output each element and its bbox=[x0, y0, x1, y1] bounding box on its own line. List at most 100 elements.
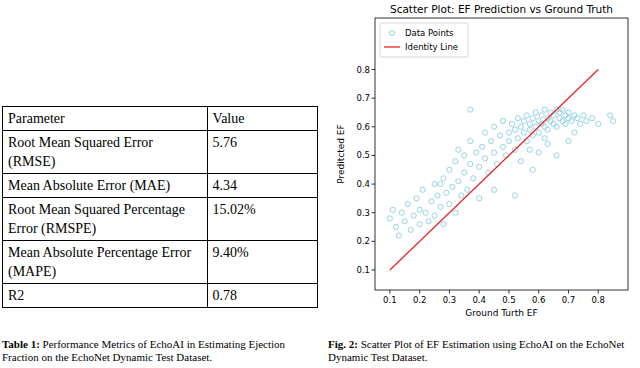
data-point bbox=[462, 170, 467, 175]
table-cell: 9.40% bbox=[207, 241, 317, 284]
data-point bbox=[512, 193, 517, 198]
data-point bbox=[438, 181, 443, 186]
y-tick bbox=[372, 184, 376, 185]
data-point bbox=[584, 118, 589, 123]
legend-box bbox=[380, 23, 468, 57]
data-point bbox=[408, 227, 413, 232]
data-point bbox=[432, 213, 437, 218]
table-caption: Table 1: Performance Metrics of EchoAI i… bbox=[2, 338, 318, 363]
data-point bbox=[527, 127, 532, 132]
x-tick bbox=[508, 290, 509, 294]
data-point bbox=[417, 207, 422, 212]
x-tick-label: 0.7 bbox=[562, 295, 576, 305]
table-body: Root Mean Squared Error (RMSE)5.76 Mean A… bbox=[3, 131, 318, 308]
data-point bbox=[596, 121, 601, 126]
data-point bbox=[569, 118, 574, 123]
y-tick bbox=[372, 212, 376, 213]
x-axis-label: Ground Turth EF bbox=[465, 308, 537, 318]
header-cell: Value bbox=[207, 107, 317, 131]
data-point bbox=[417, 222, 422, 227]
data-point bbox=[575, 116, 580, 121]
y-axis-label: Preditcted EF bbox=[336, 124, 346, 184]
data-point bbox=[411, 213, 416, 218]
data-point bbox=[563, 113, 568, 118]
table-cell: Mean Absolute Percentage Error (MAPE) bbox=[3, 241, 208, 284]
header-row: ParameterValue bbox=[3, 107, 318, 131]
data-point bbox=[548, 118, 553, 123]
x-tick bbox=[568, 290, 569, 294]
data-point bbox=[414, 196, 419, 201]
y-tick-label: 0.5 bbox=[356, 150, 370, 160]
table-head: ParameterValue bbox=[3, 107, 318, 131]
data-point bbox=[566, 139, 571, 144]
caption-label: Fig. 2: bbox=[328, 338, 358, 350]
data-point bbox=[465, 187, 470, 192]
data-point bbox=[480, 144, 485, 149]
data-point bbox=[545, 141, 550, 146]
table-row: Mean Absolute Percentage Error (MAPE)9.4… bbox=[3, 241, 318, 284]
data-point bbox=[536, 118, 541, 123]
x-tick-label: 0.5 bbox=[502, 295, 516, 305]
data-point bbox=[512, 127, 517, 132]
data-point bbox=[542, 124, 547, 129]
data-point bbox=[477, 164, 482, 169]
data-point bbox=[474, 150, 479, 155]
legend-marker bbox=[389, 30, 394, 35]
x-tick bbox=[449, 290, 450, 294]
data-point bbox=[524, 113, 529, 118]
metrics-table: ParameterValueRoot Mean Squared Error (R… bbox=[2, 106, 318, 308]
table-row: Root Mean Squared Percentage Error (RMSP… bbox=[3, 198, 318, 241]
y-tick-label: 0.4 bbox=[356, 179, 370, 189]
y-tick-label: 0.6 bbox=[356, 122, 370, 132]
legend-label: Identity Line bbox=[405, 42, 458, 52]
x-tick bbox=[479, 290, 480, 294]
data-point bbox=[447, 167, 452, 172]
data-point bbox=[497, 133, 502, 138]
y-tick bbox=[372, 69, 376, 70]
data-point bbox=[456, 179, 461, 184]
data-point bbox=[471, 176, 476, 181]
data-point bbox=[468, 107, 473, 112]
x-tick-label: 0.1 bbox=[383, 295, 397, 305]
chart: Scatter Plot: EF Prediction vs Ground Tr… bbox=[0, 0, 640, 336]
table-cell: R2 bbox=[3, 284, 208, 308]
data-point bbox=[572, 113, 577, 118]
data-point bbox=[560, 107, 565, 112]
data-point bbox=[500, 144, 505, 149]
data-point bbox=[491, 150, 496, 155]
data-point bbox=[390, 207, 395, 212]
header-cell: Parameter bbox=[3, 107, 208, 131]
data-point bbox=[566, 110, 571, 115]
data-point bbox=[578, 121, 583, 126]
data-point bbox=[462, 153, 467, 158]
table-cell: 5.76 bbox=[207, 131, 317, 174]
x-tick-label: 0.8 bbox=[591, 295, 605, 305]
table-cell: Root Mean Squared Error (RMSE) bbox=[3, 131, 208, 174]
data-point bbox=[527, 147, 532, 152]
data-point bbox=[459, 193, 464, 198]
x-tick bbox=[389, 290, 390, 294]
data-point bbox=[435, 193, 440, 198]
caption-text: Performance Metrics of EchoAI in Estimat… bbox=[2, 338, 285, 363]
data-point bbox=[491, 124, 496, 129]
data-point bbox=[441, 222, 446, 227]
data-point bbox=[387, 216, 392, 221]
data-point bbox=[441, 176, 446, 181]
x-tick-label: 0.4 bbox=[472, 295, 486, 305]
data-point bbox=[453, 159, 458, 164]
table-row: R20.78 bbox=[3, 284, 318, 308]
data-point bbox=[468, 139, 473, 144]
legend-line bbox=[384, 46, 400, 47]
data-point bbox=[557, 116, 562, 121]
x-tick bbox=[538, 290, 539, 294]
x-tick-label: 0.3 bbox=[443, 295, 457, 305]
data-point bbox=[539, 113, 544, 118]
data-point bbox=[518, 124, 523, 129]
data-point bbox=[518, 159, 523, 164]
data-point bbox=[554, 124, 559, 129]
data-point bbox=[429, 199, 434, 204]
data-point bbox=[444, 190, 449, 195]
caption-text: Scatter Plot of EF Estimation using Echo… bbox=[328, 338, 624, 363]
y-tick bbox=[372, 155, 376, 156]
data-point bbox=[420, 187, 425, 192]
